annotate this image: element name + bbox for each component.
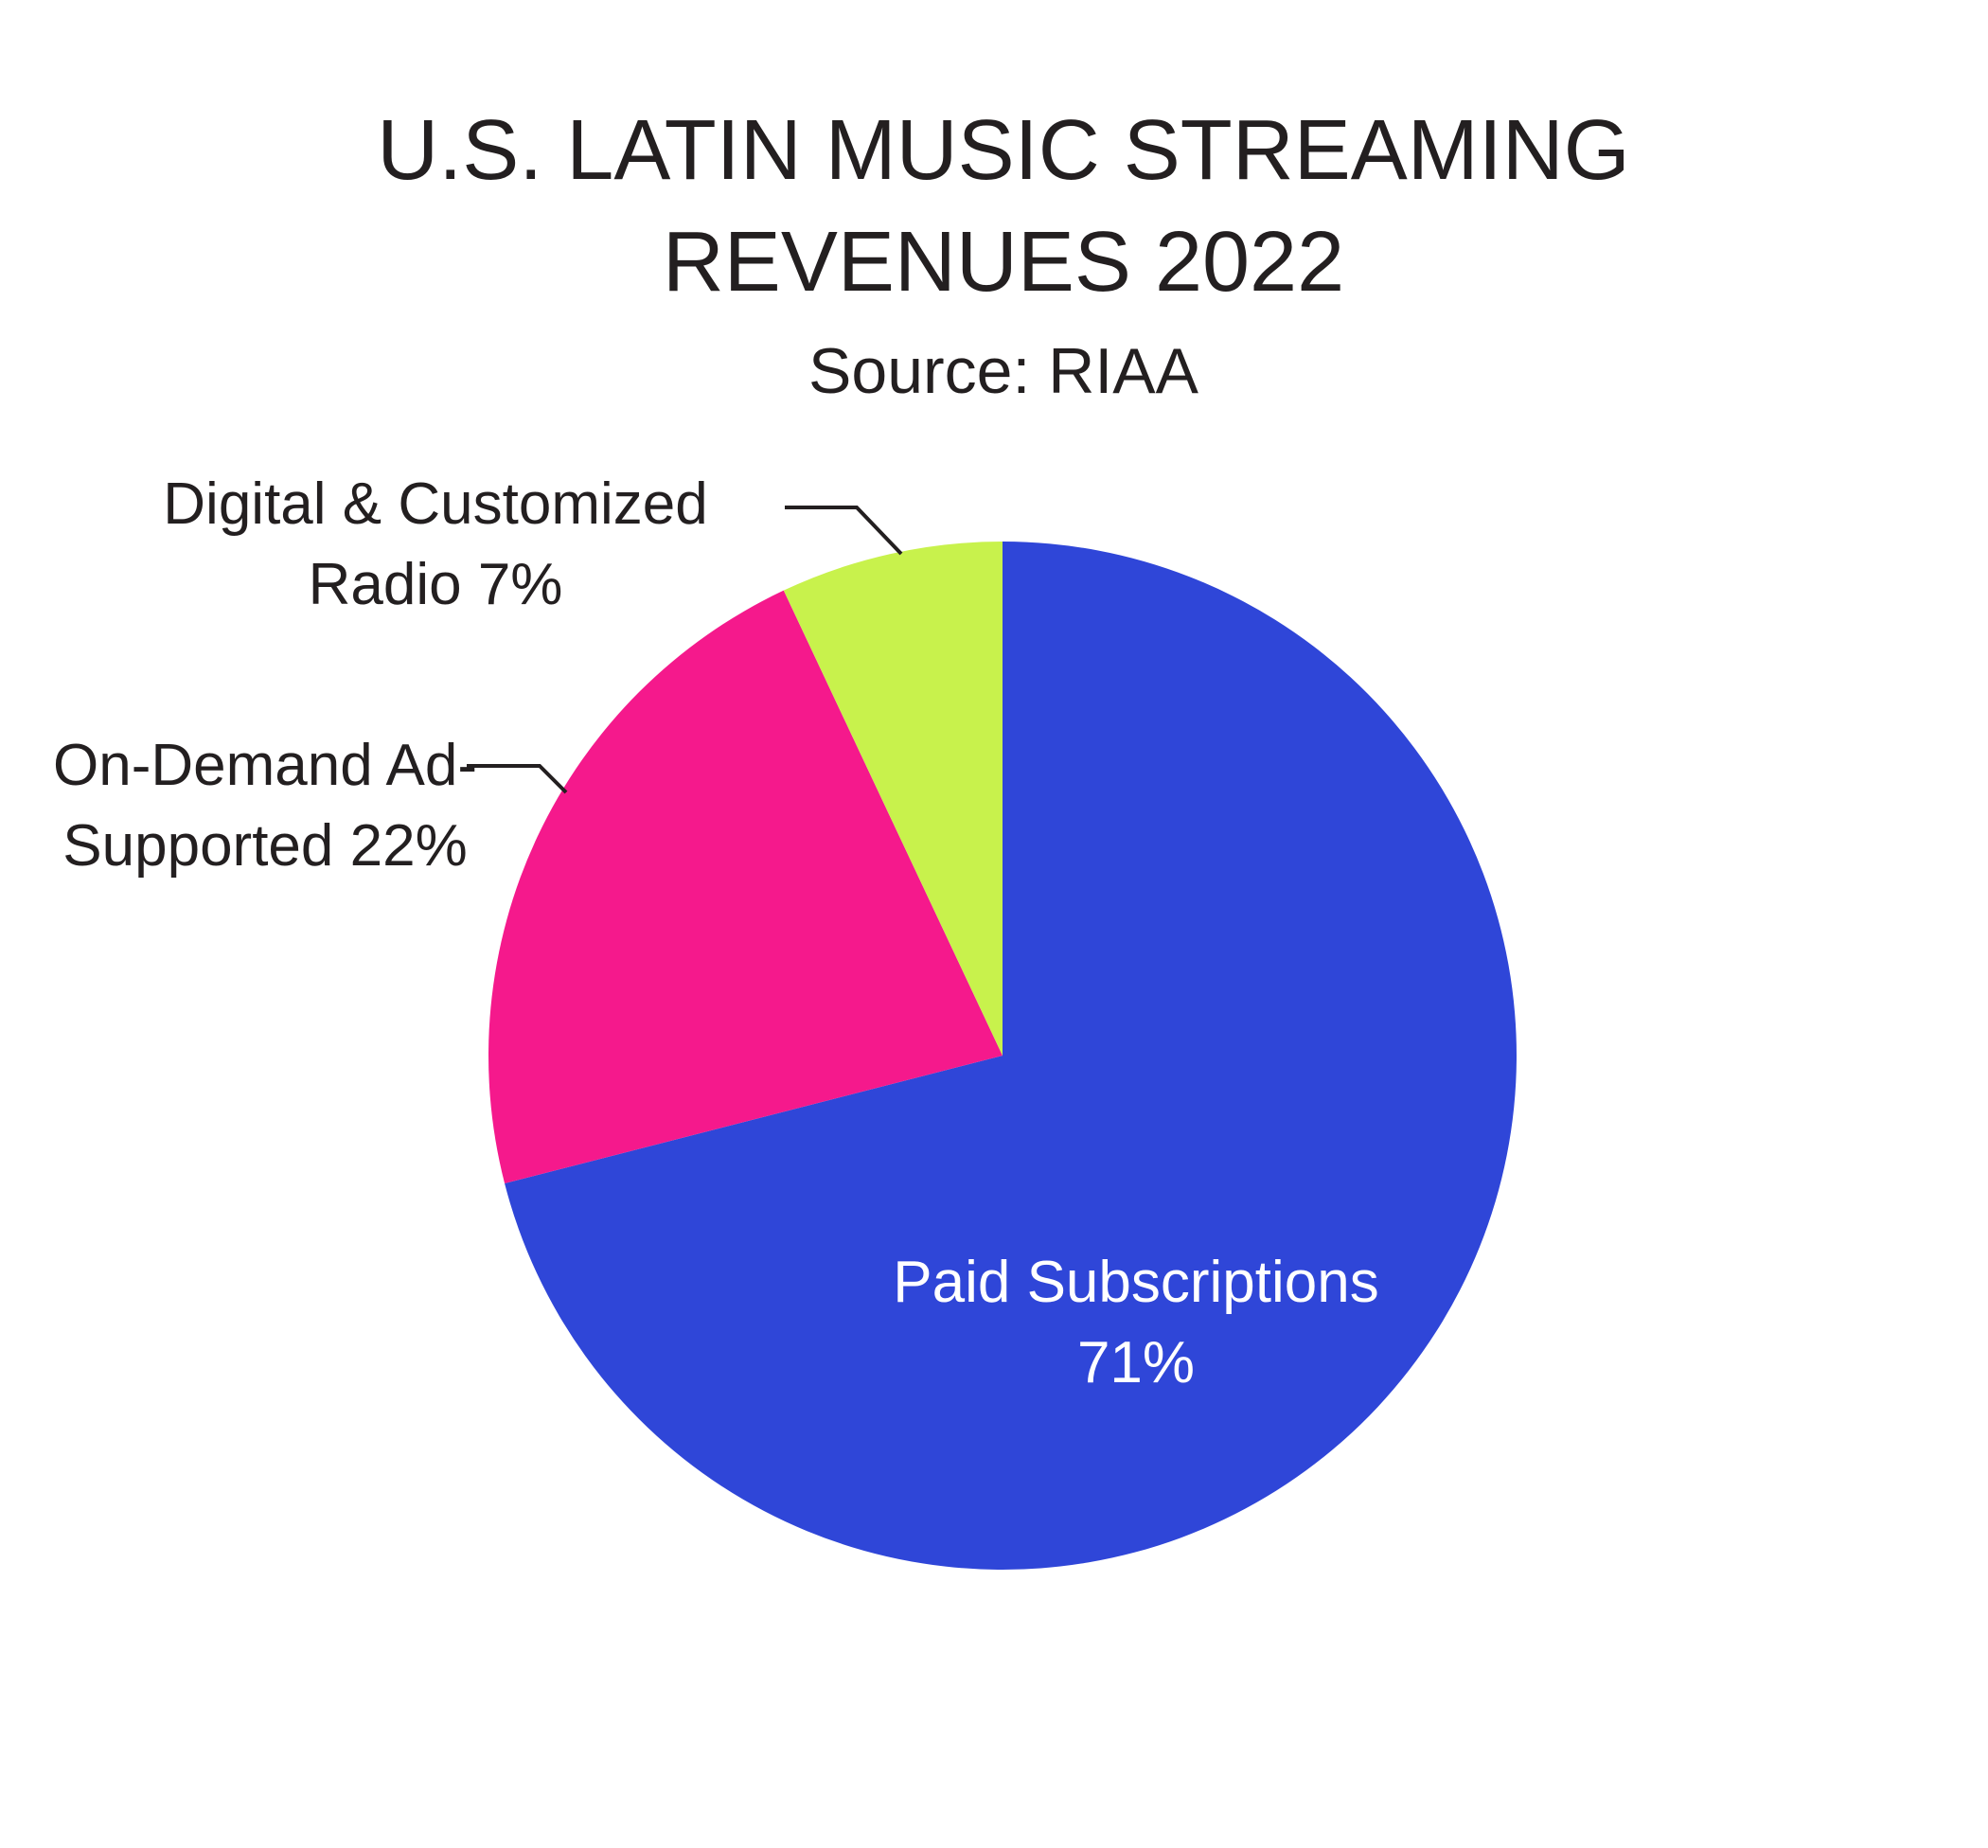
category-label: On-Demand Ad-Supported [53,733,477,879]
category-label: Paid Subscriptions [893,1250,1379,1315]
pie-slice [505,542,1517,1571]
chart-subtitle: Source: RIAA [808,335,1198,407]
leader-line [785,506,903,556]
slice-label: On-Demand Ad-Supported 22% [47,725,483,886]
category-label: Digital & Customized Radio [163,471,708,617]
chart-title: U.S. LATIN MUSIC STREAMING REVENUES 2022 [377,103,1630,310]
leader-line [467,764,568,794]
pie-slice [488,590,1003,1184]
pie-slice [783,542,1003,1056]
value-label: 71% [1076,1330,1196,1395]
slice-label: Paid Subscriptions 71% [833,1242,1439,1403]
slice-label: Digital & Customized Radio 7% [104,464,767,625]
value-label: 7% [477,552,563,617]
value-label: 22% [349,813,468,879]
